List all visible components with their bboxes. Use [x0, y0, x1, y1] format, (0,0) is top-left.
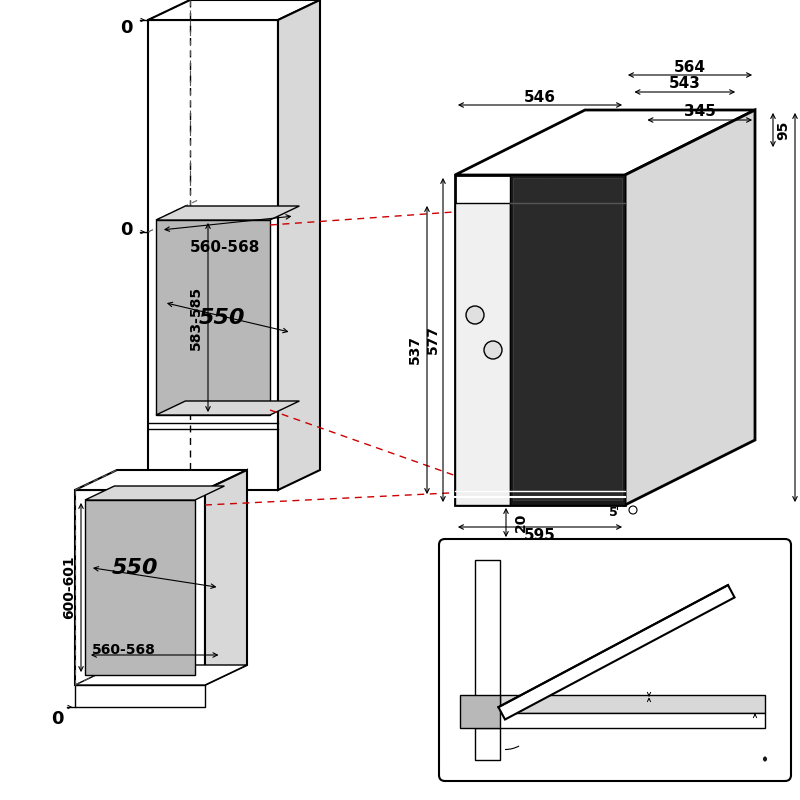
Polygon shape	[510, 175, 625, 505]
Polygon shape	[148, 0, 320, 20]
Polygon shape	[278, 0, 320, 490]
Text: 95: 95	[776, 120, 790, 140]
Text: 0: 0	[760, 706, 769, 719]
FancyBboxPatch shape	[439, 539, 791, 781]
Polygon shape	[148, 20, 278, 490]
Text: 537: 537	[408, 335, 422, 365]
Text: 5: 5	[609, 506, 618, 519]
Text: 595: 595	[524, 527, 556, 542]
Polygon shape	[75, 665, 247, 685]
Polygon shape	[625, 110, 755, 505]
Polygon shape	[475, 713, 765, 727]
Polygon shape	[455, 110, 755, 175]
Polygon shape	[75, 685, 205, 707]
Text: 560-568: 560-568	[190, 240, 261, 255]
Text: 583-585: 583-585	[189, 286, 203, 350]
Text: 564: 564	[674, 59, 706, 74]
Polygon shape	[513, 178, 622, 500]
Text: 546: 546	[524, 90, 556, 105]
Text: 550: 550	[199, 307, 246, 327]
Polygon shape	[156, 220, 270, 415]
Polygon shape	[455, 203, 510, 505]
Text: 543: 543	[669, 77, 701, 91]
Text: 10: 10	[739, 750, 761, 765]
Text: 345: 345	[684, 105, 716, 119]
Text: 0: 0	[120, 19, 132, 37]
Text: 20: 20	[514, 513, 528, 532]
Text: 18: 18	[550, 179, 563, 198]
Text: 477: 477	[614, 547, 646, 562]
Polygon shape	[498, 585, 734, 719]
Text: 89°: 89°	[535, 662, 565, 677]
Polygon shape	[475, 560, 500, 760]
Polygon shape	[156, 206, 299, 220]
Polygon shape	[156, 401, 299, 415]
Text: 0: 0	[657, 688, 666, 701]
Polygon shape	[75, 490, 205, 685]
Text: 550: 550	[111, 558, 158, 578]
Text: 0: 0	[50, 710, 63, 728]
Polygon shape	[75, 470, 247, 490]
Polygon shape	[455, 175, 625, 505]
Text: 577: 577	[426, 326, 440, 354]
Polygon shape	[85, 500, 195, 675]
Polygon shape	[85, 486, 224, 500]
Polygon shape	[205, 470, 247, 685]
Text: 600-601: 600-601	[62, 556, 76, 619]
Circle shape	[484, 341, 502, 359]
Polygon shape	[460, 694, 500, 727]
Text: 560-568: 560-568	[91, 643, 155, 657]
Circle shape	[466, 306, 484, 324]
Circle shape	[629, 506, 637, 514]
Text: 0: 0	[120, 221, 132, 239]
Polygon shape	[500, 694, 765, 713]
